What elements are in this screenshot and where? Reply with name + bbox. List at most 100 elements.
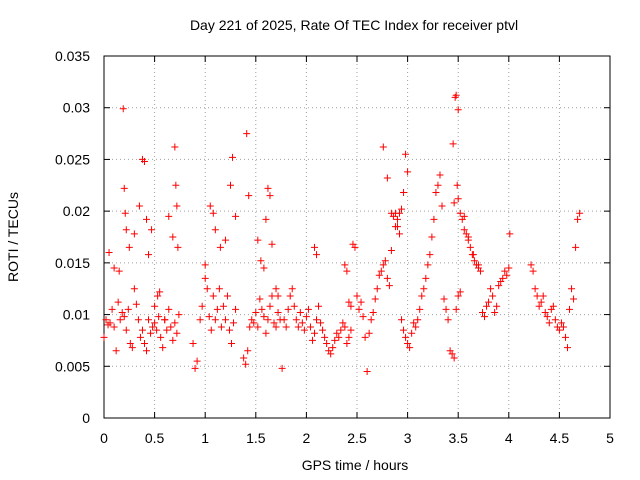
data-point bbox=[201, 274, 209, 282]
data-point bbox=[566, 305, 574, 313]
y-tick-label: 0.01 bbox=[63, 307, 90, 323]
x-tick-label: 1.5 bbox=[246, 430, 266, 446]
data-point bbox=[483, 302, 491, 310]
data-point bbox=[230, 319, 238, 327]
data-point bbox=[119, 105, 127, 113]
data-point bbox=[404, 340, 412, 348]
data-point bbox=[450, 199, 458, 207]
data-point bbox=[424, 261, 432, 269]
data-point bbox=[264, 316, 272, 324]
data-point bbox=[406, 344, 414, 352]
data-point bbox=[402, 150, 410, 158]
data-point bbox=[143, 347, 151, 355]
data-point bbox=[319, 326, 327, 334]
data-point bbox=[191, 364, 199, 372]
data-point bbox=[245, 192, 253, 200]
data-point bbox=[379, 143, 387, 151]
data-point bbox=[106, 319, 114, 327]
chart-title: Day 221 of 2025, Rate Of TEC Index for r… bbox=[190, 17, 518, 33]
data-point bbox=[198, 302, 206, 310]
data-point bbox=[444, 316, 452, 324]
data-point bbox=[398, 205, 406, 213]
data-point bbox=[572, 243, 580, 251]
data-point bbox=[440, 295, 448, 303]
data-point bbox=[481, 313, 489, 321]
data-point bbox=[487, 285, 495, 293]
data-point bbox=[240, 354, 248, 362]
data-point bbox=[313, 316, 321, 324]
data-point bbox=[140, 157, 148, 165]
data-point bbox=[310, 243, 318, 251]
data-point bbox=[541, 309, 549, 317]
data-point bbox=[506, 230, 514, 238]
data-point bbox=[335, 333, 343, 341]
data-point bbox=[246, 323, 254, 331]
data-point bbox=[449, 140, 457, 148]
data-point bbox=[130, 285, 138, 293]
data-point bbox=[145, 316, 153, 324]
data-point bbox=[369, 309, 377, 317]
data-point bbox=[114, 298, 122, 306]
data-point bbox=[223, 292, 231, 300]
data-point bbox=[466, 243, 474, 251]
data-point bbox=[355, 305, 363, 313]
data-point bbox=[252, 309, 260, 317]
data-point bbox=[207, 326, 215, 334]
data-point bbox=[173, 202, 181, 210]
data-point bbox=[100, 333, 108, 341]
data-point bbox=[469, 251, 477, 259]
data-point bbox=[298, 319, 306, 327]
data-point bbox=[570, 295, 578, 303]
x-tick-label: 1 bbox=[201, 430, 209, 446]
data-point bbox=[398, 316, 406, 324]
data-point bbox=[130, 230, 138, 238]
data-point bbox=[375, 271, 383, 279]
data-point bbox=[274, 292, 282, 300]
data-point bbox=[211, 316, 219, 324]
data-point bbox=[422, 274, 430, 282]
y-axis-label: ROTI / TECUs bbox=[5, 192, 21, 282]
data-point bbox=[145, 251, 153, 259]
data-point bbox=[563, 344, 571, 352]
data-point bbox=[209, 292, 217, 300]
data-point bbox=[313, 251, 321, 259]
data-point bbox=[149, 323, 157, 331]
data-point bbox=[343, 340, 351, 348]
data-point bbox=[363, 367, 371, 375]
data-points bbox=[100, 91, 584, 375]
data-point bbox=[120, 184, 128, 192]
data-point bbox=[456, 209, 464, 217]
data-point bbox=[434, 181, 442, 189]
data-point bbox=[357, 298, 365, 306]
data-point bbox=[102, 316, 110, 324]
data-point bbox=[323, 340, 331, 348]
data-point bbox=[169, 336, 177, 344]
data-point bbox=[110, 264, 118, 272]
data-point bbox=[400, 326, 408, 334]
data-point bbox=[135, 202, 143, 210]
data-point bbox=[122, 226, 130, 234]
data-point bbox=[264, 184, 272, 192]
data-point bbox=[561, 333, 569, 341]
data-point bbox=[110, 323, 118, 331]
data-point bbox=[501, 267, 509, 275]
data-point bbox=[256, 295, 264, 303]
data-point bbox=[171, 143, 179, 151]
data-point bbox=[211, 226, 219, 234]
data-point bbox=[229, 153, 237, 161]
data-point bbox=[426, 251, 434, 259]
y-tick-label: 0 bbox=[82, 410, 90, 426]
x-tick-label: 2 bbox=[303, 430, 311, 446]
data-point bbox=[438, 202, 446, 210]
data-point bbox=[377, 267, 385, 275]
x-tick-label: 0 bbox=[100, 430, 108, 446]
data-point bbox=[383, 174, 391, 182]
data-point bbox=[321, 333, 329, 341]
data-point bbox=[302, 313, 310, 321]
data-point bbox=[329, 344, 337, 352]
data-point bbox=[428, 233, 436, 241]
axis-ticks: 0 0.005 0.01 0.015 0.02 0.025 0.03 0.035 0 0.5 1 1.… bbox=[55, 48, 614, 446]
data-point bbox=[351, 243, 359, 251]
data-point bbox=[454, 292, 462, 300]
data-point bbox=[537, 298, 545, 306]
